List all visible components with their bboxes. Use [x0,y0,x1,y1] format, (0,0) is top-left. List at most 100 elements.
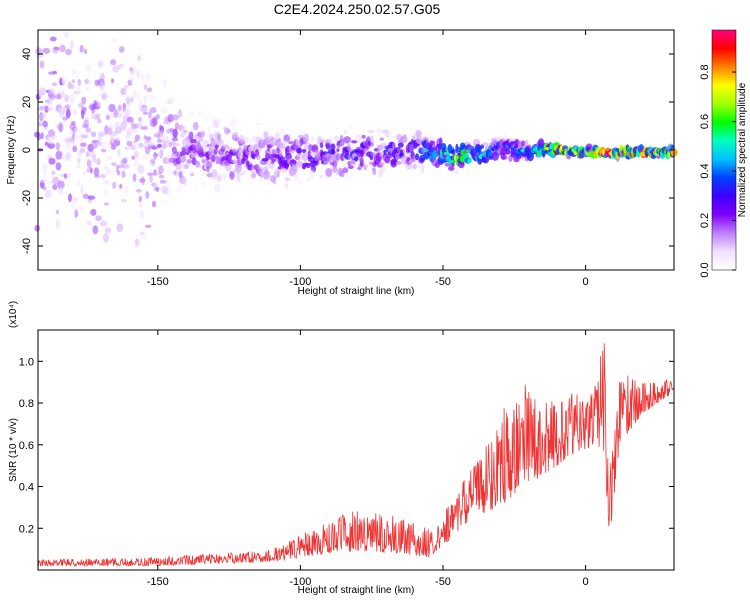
spectrogram-cell [82,171,86,176]
spectrogram-cell [521,140,526,147]
spectrogram-cell [319,149,324,157]
spectrogram-cell [60,89,65,99]
spectrogram-cell [106,155,113,161]
spectrogram-cell [138,196,143,203]
spectrogram-cell [66,140,72,151]
snr-frame [37,329,675,571]
spectrogram-cell [128,109,133,119]
spectrogram-cell [149,94,155,100]
spectrogram-cell [85,151,89,158]
spectrogram-cell [182,155,187,163]
spectrogram-cell [168,141,173,148]
spectrogram-cell [284,177,290,182]
spectrogram-cell [202,139,209,149]
spectrogram-cell [236,172,245,176]
spectrogram-cell [325,139,332,144]
x-tick-label: 0 [583,276,589,288]
spectrogram-cell [57,92,62,100]
colorbar-tick-label: 0.8 [699,64,711,79]
spectrogram-cell [131,155,136,160]
spectrogram-cell [112,64,119,72]
spectrogram-cell [451,148,456,156]
spectrogram-cell [381,142,387,147]
spectrogram-cell [96,113,101,121]
spectrogram-cell [150,158,156,165]
spectrogram-cell [59,44,66,53]
spectrogram-cell [119,184,123,189]
spectrogram-cell [57,107,64,115]
spectrogram-cell [170,94,176,102]
spectrogram-cell [78,102,84,108]
spectrogram-cell [188,110,195,117]
spectrogram-cell [145,73,151,81]
spectrogram-cell [354,156,359,162]
chart-title: C2E4.2024.250.02.57.G05 [274,1,441,17]
spectrogram-cell [124,186,128,194]
spectrogram-cell [167,113,174,123]
spectrogram-cell [74,209,78,219]
spectrogram-cell [343,136,352,144]
spectrogram-cell [46,106,53,112]
spectrogram-cell [202,155,207,161]
spectrogram-cell [255,122,263,126]
spectrogram-cell [114,121,120,131]
spectrogram-cell [148,139,155,145]
spectrogram-cell [280,147,286,152]
spectrogram-y-ticks: -40 -20 0 20 40 [21,48,674,254]
spectrogram-cell [38,113,47,120]
spectrogram-cell [140,234,147,240]
spectrogram-cell [335,153,342,161]
spectrogram-cell [212,118,220,129]
snr-panel: -150 -100 -50 0 0.2 0.4 0.6 0.8 1.0 Height of s… [8,301,675,596]
spectrogram-cell [97,60,104,68]
spectrogram-cell [65,152,72,161]
spectrogram-cell [61,79,67,84]
spectrogram-cell [309,169,315,179]
spectrogram-cell [234,137,240,142]
spectrogram-cell [218,138,224,148]
spectrogram-cell [175,162,182,171]
spectrogram-cell [104,227,112,234]
spectrogram-cell [288,133,292,138]
spectrogram-cell [172,128,178,138]
spectrogram-cell [279,148,283,158]
spectrogram-cell [92,225,99,235]
spectrogram-cell [129,96,134,103]
spectrogram-cell [44,141,49,146]
spectrogram-cell [296,153,304,160]
spectrogram-cell [284,182,289,190]
spectrogram-cell [100,142,106,150]
spectrogram-cell [119,63,125,68]
spectrogram-cell [228,162,233,171]
spectrogram-cell [64,31,69,38]
spectrogram-cell [55,162,62,171]
spectrogram-cell [134,134,141,142]
spectrogram-cell [95,215,102,222]
spectrogram-cell [185,141,191,146]
spectrogram-cell [75,72,79,79]
spectrogram-cell [159,129,164,138]
spectrogram-cell [138,119,143,129]
spectrogram-cell [136,69,140,79]
spectrogram-cell [125,96,131,105]
spectrogram-cell [175,157,182,165]
spectrogram-cell [480,144,485,149]
spectrogram-cell [420,164,425,174]
spectrogram-cell [255,154,261,160]
spectrogram-cell [90,131,97,138]
spectrogram-cell [514,152,520,157]
spectrogram-cell [431,140,436,146]
spectrogram-cell [302,133,310,143]
y-tick-label: -20 [21,190,33,206]
spectrogram-cell [100,72,105,82]
spectrogram-cell [57,180,65,190]
spectrogram-cell [196,163,202,169]
spectrogram-cell [501,155,508,160]
spectrogram-cell [68,48,72,54]
spectrogram-cell [198,136,204,143]
spectrogram-cell [97,101,102,108]
spectrogram-cell [163,187,170,195]
spectrogram-cell [334,135,339,142]
colorbar-ticks: 0.0 0.2 0.4 0.6 0.8 [699,64,736,278]
spectrogram-cell [74,126,81,134]
